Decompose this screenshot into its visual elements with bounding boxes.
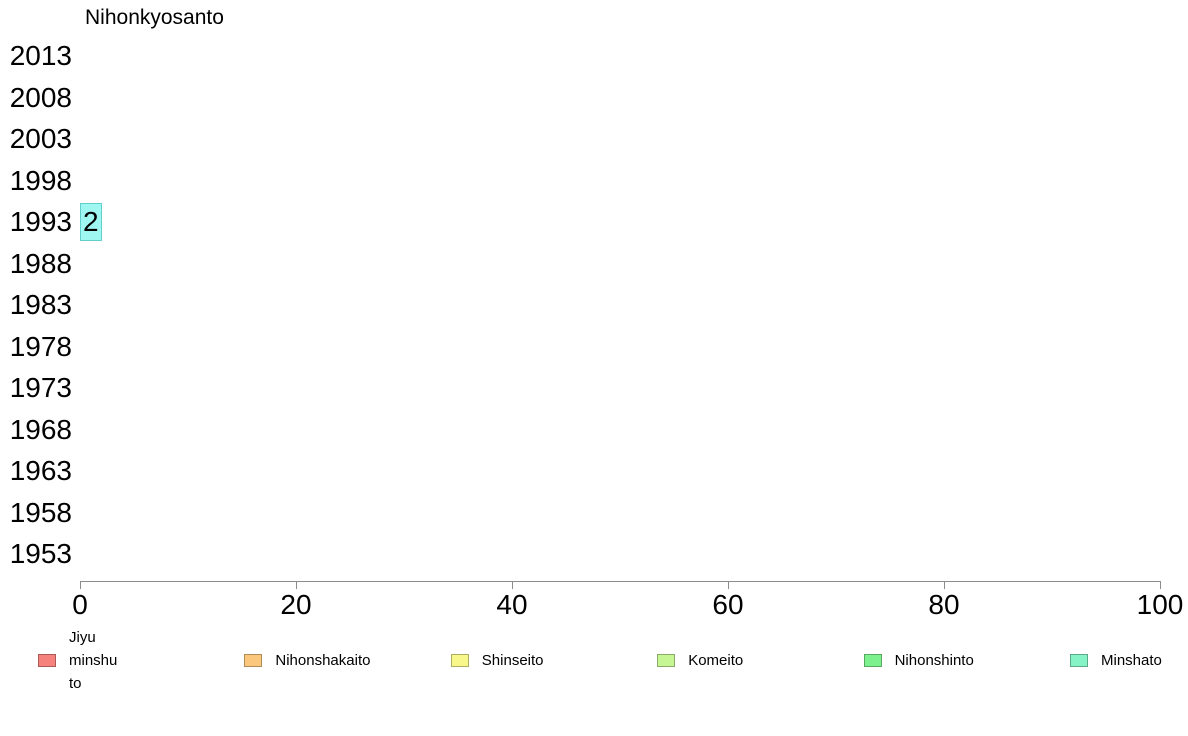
legend-label: Nihonshinto bbox=[894, 651, 974, 669]
y-axis-label-1983: 1983 bbox=[9, 289, 72, 320]
x-axis-tick-label: 20 bbox=[280, 589, 312, 620]
legend-item-minshato[interactable]: Minshato bbox=[1070, 624, 1162, 696]
legend-swatch-minshato bbox=[1070, 653, 1088, 667]
y-axis-label-1963: 1963 bbox=[9, 455, 72, 486]
legend-swatch-komeito bbox=[657, 653, 676, 667]
y-axis-label-1998: 1998 bbox=[9, 164, 72, 196]
y-axis-label-2013: 2013 bbox=[9, 40, 72, 71]
y-axis-label-1988: 1988 bbox=[9, 247, 72, 279]
x-axis-tick bbox=[943, 581, 945, 589]
y-axis-label-1973: 1973 bbox=[9, 372, 72, 403]
legend-swatch-shinseito bbox=[450, 653, 469, 667]
legend-label: Nihonshakaito bbox=[275, 651, 371, 669]
chart-title: Nihonkyosanto bbox=[85, 6, 224, 29]
x-axis-tick bbox=[727, 581, 729, 589]
x-axis-tick bbox=[295, 581, 297, 589]
x-axis-tick-label: 100 bbox=[1136, 589, 1184, 620]
legend-label: Shinseito bbox=[481, 651, 544, 669]
legend-item-jiyu-minshu-to[interactable]: Jiyu minshu to bbox=[38, 624, 117, 696]
x-axis-line bbox=[80, 581, 1161, 582]
legend-label: Komeito bbox=[688, 651, 744, 669]
legend-swatch-nihonshinto bbox=[863, 653, 882, 667]
legend-item-shinseito[interactable]: Shinseito bbox=[450, 624, 544, 696]
y-axis-label-1993: 1993 bbox=[9, 206, 72, 237]
y-axis-label-1953: 1953 bbox=[9, 538, 72, 569]
x-axis-tick bbox=[1159, 581, 1161, 589]
bar-1993[interactable]: 2 bbox=[80, 203, 102, 241]
legend-swatch-jiyu-minshu-to bbox=[38, 653, 56, 667]
legend-item-nihonshinto[interactable]: Nihonshinto bbox=[863, 624, 974, 696]
y-axis-label-2003: 2003 bbox=[9, 123, 72, 154]
x-axis-tick bbox=[511, 581, 513, 589]
legend-item-nihonshakaito[interactable]: Nihonshakaito bbox=[244, 624, 370, 696]
y-axis-label-1978: 1978 bbox=[9, 330, 72, 362]
x-axis-tick-label: 80 bbox=[928, 589, 960, 620]
y-axis-label-1958: 1958 bbox=[9, 496, 72, 528]
legend-item-komeito[interactable]: Komeito bbox=[657, 624, 743, 696]
legend-label: Minshato bbox=[1101, 651, 1162, 669]
x-axis-tick-label: 60 bbox=[712, 589, 744, 620]
x-axis-tick-label: 40 bbox=[496, 589, 528, 620]
y-axis-label-1968: 1968 bbox=[9, 413, 72, 445]
legend-swatch-nihonshakaito bbox=[244, 653, 263, 667]
x-axis-tick bbox=[79, 581, 81, 589]
x-axis-tick-label: 0 bbox=[72, 589, 88, 620]
y-axis-label-2008: 2008 bbox=[9, 81, 72, 113]
legend-label: Jiyu minshu to bbox=[69, 628, 118, 692]
